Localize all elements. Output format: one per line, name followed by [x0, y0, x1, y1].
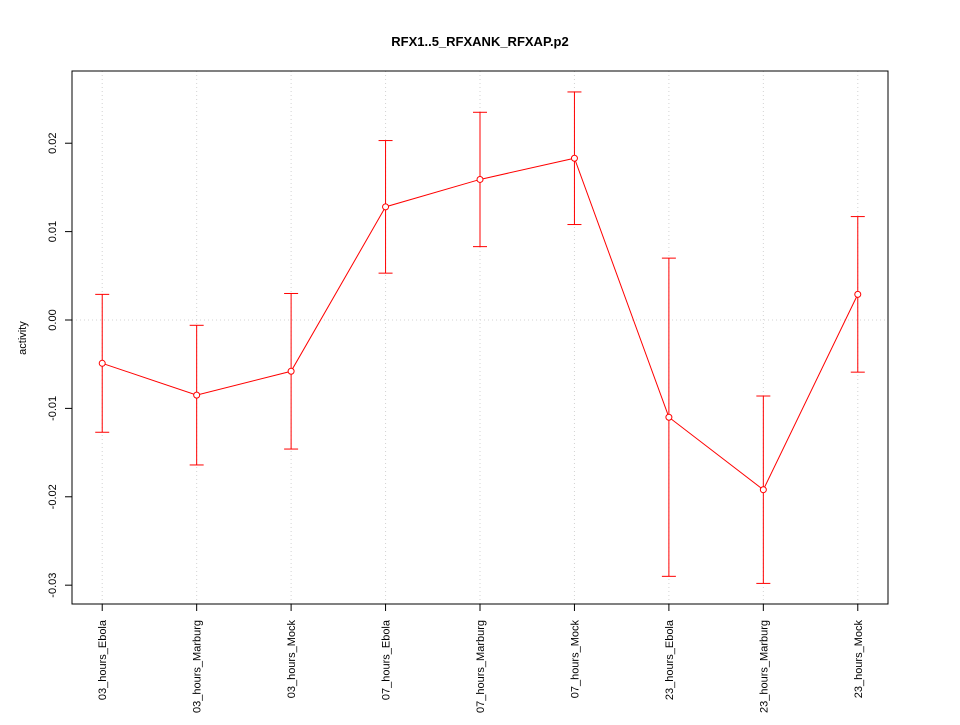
y-tick-label: -0.03	[47, 573, 59, 598]
x-tick-label: 03_hours_Mock	[286, 620, 298, 699]
data-point	[287, 367, 295, 375]
y-tick-label: -0.02	[47, 484, 59, 509]
data-point	[193, 391, 201, 399]
x-tick-label: 03_hours_Marburg	[192, 620, 204, 713]
data-point	[382, 203, 390, 211]
data-point	[570, 154, 578, 162]
x-tick-label: 23_hours_Marburg	[758, 620, 770, 713]
x-tick-label: 23_hours_Mock	[853, 620, 865, 699]
data-point	[759, 486, 767, 494]
x-tick-label: 07_hours_Ebola	[381, 619, 393, 700]
y-tick-label: 0.02	[47, 133, 59, 154]
x-tick-label: 23_hours_Ebola	[664, 619, 676, 700]
x-tick-label: 07_hours_Marburg	[475, 620, 487, 713]
y-axis-label: activity	[17, 321, 29, 355]
x-tick-label: 07_hours_Mock	[569, 620, 581, 699]
data-point	[476, 175, 484, 183]
chart-title: RFX1..5_RFXANK_RFXAP.p2	[391, 34, 568, 49]
x-tick-label: 03_hours_Ebola	[97, 619, 109, 700]
data-point	[665, 413, 673, 421]
data-point	[854, 290, 862, 298]
y-tick-label: 0.00	[47, 309, 59, 330]
y-tick-label: -0.01	[47, 396, 59, 421]
y-tick-label: 0.01	[47, 221, 59, 242]
data-point	[98, 359, 106, 367]
